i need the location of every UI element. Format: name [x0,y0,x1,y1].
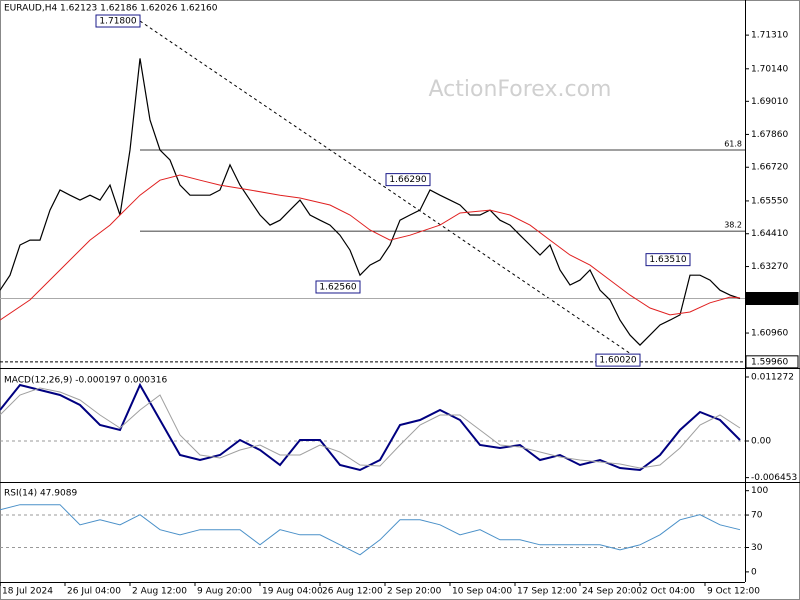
series-line [0,174,741,321]
y-tick-label: 70 [751,511,763,521]
y-tick-label: 1.69010 [751,97,788,107]
series-line [0,58,741,346]
x-tick-label: 10 Sep 04:00 [452,587,512,597]
x-tick-label: 17 Sep 12:00 [517,587,577,597]
y-tick-label: 1.65550 [751,196,788,206]
annotation-label: 1.66290 [389,175,426,185]
x-tick-label: 9 Aug 20:00 [197,587,252,597]
x-tick-label: 19 Aug 04:00 [262,587,323,597]
watermark: ActionForex.com [429,77,612,102]
trendline [139,20,641,361]
y-tick-label: 0 [751,567,757,577]
panel-title: RSI(14) 47.9089 [4,489,77,499]
price-marker-box [745,355,799,369]
y-tick-label: 1.66720 [751,163,788,173]
x-tick-label: 2 Aug 12:00 [132,587,187,597]
fib-label: 38.2 [724,221,742,230]
fib-label: 61.8 [724,139,742,148]
x-tick-label: 18 Jul 2024 [2,587,53,597]
x-tick-label: 24 Sep 20:00 [582,587,642,597]
price-marker-label: 1.59960 [751,357,788,367]
annotation-label: 1.62560 [319,282,356,292]
series-line [0,387,741,469]
y-tick-label: 100 [751,486,768,496]
y-tick-label: -0.006453 [751,473,797,483]
panel-title: MACD(12,26,9) -0.000197 0.000316 [4,376,167,386]
y-tick-label: 30 [751,543,763,553]
annotation-label: 1.60020 [599,356,636,366]
annotation-label: 1.71800 [99,17,136,27]
panel-title: EURAUD,H4 1.62123 1.62186 1.62026 1.6216… [4,4,218,14]
x-tick-label: 2 Oct 04:00 [642,587,695,597]
x-tick-label: 26 Aug 12:00 [322,587,383,597]
y-tick-label: 1.70140 [751,64,788,74]
annotation-box [315,280,361,294]
series-line [0,504,741,556]
price-marker-box [745,292,799,306]
y-tick-label: 1.60960 [751,329,788,339]
y-tick-label: 1.63270 [751,262,788,272]
y-tick-label: 1.67860 [751,130,788,140]
x-tick-label: 26 Jul 04:00 [67,587,121,597]
y-tick-label: 1.64410 [751,229,788,239]
annotation-label: 1.63510 [649,255,686,265]
y-tick-label: 0.00 [751,436,771,446]
x-tick-label: 9 Oct 12:00 [707,587,760,597]
y-tick-label: 0.011272 [751,372,794,382]
annotation-box [645,253,691,267]
annotation-box [95,14,141,28]
price-marker-label: 1.62160 [751,294,788,304]
annotation-box [595,353,641,367]
y-tick-label: 1.71310 [751,31,788,41]
x-tick-label: 2 Sep 20:00 [387,587,442,597]
annotation-box [385,173,431,187]
